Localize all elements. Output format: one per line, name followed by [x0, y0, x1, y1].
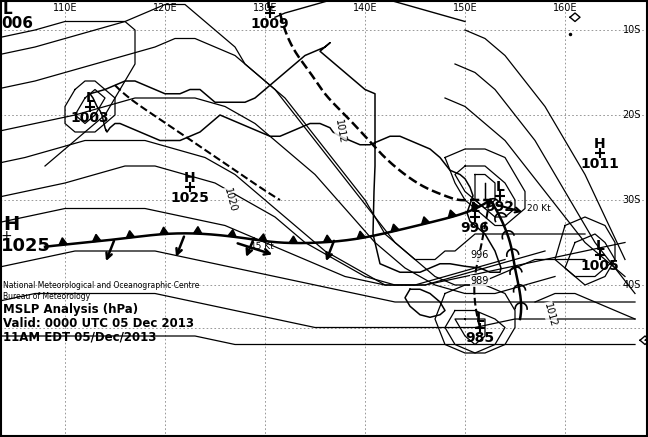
Text: 150E: 150E: [453, 3, 478, 13]
Text: 30S: 30S: [623, 195, 641, 205]
Text: National Meteorological and Oceanographic Centre: National Meteorological and Oceanographi…: [3, 281, 200, 290]
Text: 996: 996: [471, 250, 489, 260]
Text: L: L: [496, 180, 504, 194]
Text: 110E: 110E: [52, 3, 77, 13]
Polygon shape: [421, 217, 430, 225]
Text: 1012: 1012: [542, 302, 558, 328]
Text: 989: 989: [471, 276, 489, 286]
Text: 40S: 40S: [623, 280, 641, 290]
Text: Bureau of Meteorology: Bureau of Meteorology: [3, 292, 90, 301]
Text: 1009: 1009: [251, 17, 289, 31]
Polygon shape: [289, 236, 297, 243]
Polygon shape: [323, 235, 332, 242]
Text: 11AM EDT 05/Dec/2013: 11AM EDT 05/Dec/2013: [3, 331, 156, 344]
Text: H: H: [184, 171, 196, 185]
Text: 1020: 1020: [222, 187, 238, 213]
Text: L: L: [470, 201, 480, 215]
Text: 1025: 1025: [170, 191, 209, 205]
Text: 1011: 1011: [581, 157, 619, 171]
Text: 45 Kt: 45 Kt: [250, 242, 273, 251]
Text: H: H: [594, 137, 606, 151]
Polygon shape: [448, 210, 456, 218]
Polygon shape: [259, 234, 267, 241]
Polygon shape: [160, 227, 168, 234]
Text: L: L: [476, 312, 485, 326]
Text: 160E: 160E: [553, 3, 577, 13]
Polygon shape: [126, 231, 135, 238]
Text: +: +: [1, 229, 12, 243]
Text: 996: 996: [461, 221, 489, 235]
Text: 20S: 20S: [623, 110, 641, 120]
Text: 1025: 1025: [1, 237, 51, 255]
Polygon shape: [194, 227, 202, 234]
Polygon shape: [472, 202, 480, 210]
Text: 10S: 10S: [623, 25, 641, 35]
Text: 992: 992: [485, 200, 515, 214]
Text: 985: 985: [465, 332, 494, 346]
Text: 130E: 130E: [253, 3, 277, 13]
Text: L: L: [86, 90, 95, 104]
Text: H: H: [3, 215, 19, 235]
Text: 1003: 1003: [71, 111, 110, 125]
Text: 1012: 1012: [333, 119, 347, 145]
Text: 20 Kt: 20 Kt: [527, 204, 551, 213]
Polygon shape: [59, 238, 67, 245]
Polygon shape: [228, 229, 236, 237]
Text: 140E: 140E: [353, 3, 377, 13]
Text: MSLP Analysis (hPa): MSLP Analysis (hPa): [3, 303, 138, 316]
Text: 006: 006: [1, 17, 33, 31]
Text: Valid: 0000 UTC 05 Dec 2013: Valid: 0000 UTC 05 Dec 2013: [3, 317, 194, 330]
Polygon shape: [93, 234, 101, 242]
Text: L: L: [266, 0, 275, 11]
Polygon shape: [357, 231, 365, 239]
Text: 1005: 1005: [581, 259, 619, 273]
Text: L: L: [596, 239, 605, 253]
Polygon shape: [391, 224, 399, 232]
Text: L: L: [3, 3, 12, 17]
Text: 120E: 120E: [153, 3, 178, 13]
